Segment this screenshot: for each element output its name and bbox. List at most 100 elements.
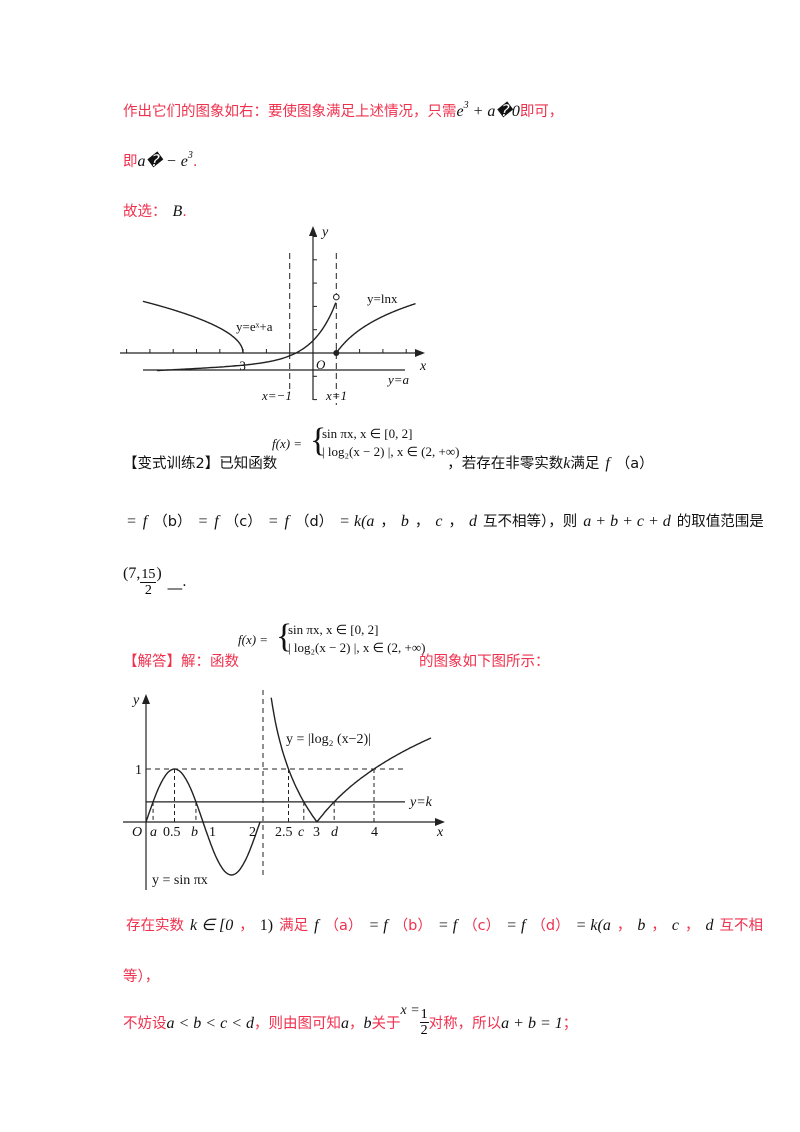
solution-heading-line: 【解答】解：函数 的图象如下图所示： xyxy=(123,650,550,671)
math: k xyxy=(563,455,571,472)
curve-log xyxy=(270,697,432,823)
point-d: d xyxy=(331,825,339,840)
solution-segment: = k(a xyxy=(575,917,611,934)
point-c: c xyxy=(298,825,305,840)
problem-segment: = xyxy=(267,513,279,530)
problem-segment: 的取值范围是 xyxy=(676,514,764,530)
tick-label-3: 3 xyxy=(313,825,320,840)
point-b: b xyxy=(191,825,198,840)
tick-label-y1: 1 xyxy=(135,763,142,778)
closed-point xyxy=(333,350,340,356)
solution-segment: ， xyxy=(651,918,666,934)
open-point xyxy=(333,293,340,301)
solution-segment: （d） xyxy=(531,918,570,934)
line-label-a: y=a xyxy=(386,372,410,387)
solution-segment: = f xyxy=(437,917,458,934)
problem-segment: f xyxy=(214,513,219,530)
origin-label: O xyxy=(316,357,326,372)
curve-label-log: y = |log₂ (x−2)| xyxy=(286,732,371,747)
y-axis-arrow xyxy=(142,694,150,704)
tick-label-0.5: 0.5 xyxy=(163,825,181,840)
solution-segment: = f xyxy=(506,917,526,934)
x-axis-label: x xyxy=(436,825,444,840)
origin-label: O xyxy=(132,825,142,840)
solution-segment: c xyxy=(671,917,679,934)
problem-segment: = k(a xyxy=(339,513,375,530)
solution-text-line-1: 作出它们的图象如右：要使图象满足上述情况，只需 e3 + a�0 即可， xyxy=(123,100,563,121)
solution-segment: f xyxy=(314,917,319,934)
y-axis-arrow xyxy=(309,226,317,236)
solution-segment: （c） xyxy=(463,918,501,934)
text: 故选： xyxy=(123,204,167,220)
y-axis-label: y xyxy=(131,693,140,708)
math: e3 + a�0 xyxy=(456,100,520,120)
solution-line-2: 等）， xyxy=(123,969,160,985)
problem-segment: a + b + c + d xyxy=(583,513,671,530)
solution-segment: d xyxy=(705,917,714,934)
text: （a） xyxy=(615,456,654,472)
answer-choice: B xyxy=(172,203,183,220)
tick-label-1: 1 xyxy=(209,825,216,840)
math: f xyxy=(605,455,610,472)
solution-heading: 【解答】解：函数 xyxy=(123,654,239,670)
curve-sin xyxy=(145,768,261,876)
problem-segment: （b） xyxy=(153,514,192,530)
graph-exp-ln: y x O −3 y=eˣ+a y=lnx y=a x=−1 x=1 xyxy=(120,225,427,405)
problem-segment: （c） xyxy=(224,514,262,530)
solution-segment: 存在实数 xyxy=(126,918,184,934)
line-label-k: y=k xyxy=(408,795,433,810)
x-axis-label: x xyxy=(419,359,427,374)
problem-segment: = xyxy=(126,513,137,530)
problem-segment: b xyxy=(400,513,409,530)
curve-ln xyxy=(335,302,416,354)
problem-heading: 【变式训练2】已知函数 xyxy=(123,456,278,472)
curve-left-branch xyxy=(142,300,244,354)
solution-segment: ， xyxy=(616,918,632,934)
text: ，若存在非零实数 xyxy=(447,456,564,472)
point-a: a xyxy=(150,825,157,840)
piecewise-function-solution: f(x) = { sin πx, x ∈ [0, 2] | log₂(x − 2… xyxy=(238,618,426,656)
text: . xyxy=(192,154,198,170)
text: . xyxy=(182,204,187,220)
curve-exp xyxy=(156,302,337,372)
problem-segment: 互不相等），则 xyxy=(483,514,578,530)
text: 的图象如下图所示： xyxy=(419,654,550,670)
math: a� − e3 xyxy=(137,150,193,170)
solution-segment: 满足 xyxy=(279,918,309,934)
problem-segment: d xyxy=(469,513,478,530)
y-axis-label: y xyxy=(320,225,329,240)
solution-segment: 1) xyxy=(259,917,274,934)
text: 作出它们的图象如右：要使图象满足上述情况，只需 xyxy=(123,104,457,120)
solution-segment: （b） xyxy=(393,918,432,934)
text: 即 xyxy=(123,154,138,170)
problem-segment: f xyxy=(142,513,148,530)
curve-label-ln: y=lnx xyxy=(367,291,398,306)
text: 满足 xyxy=(570,456,600,472)
problem-segment: ， xyxy=(448,514,464,530)
problem-segment: ， xyxy=(414,514,430,530)
solution-segment: ， xyxy=(684,918,700,934)
asymptote-label-left: x=−1 xyxy=(261,388,292,403)
answer-choice-line: 故选： B . xyxy=(123,200,187,221)
x-axis-arrow xyxy=(415,349,425,357)
problem-answer: (7, 15 2 ) __. xyxy=(123,565,187,598)
solution-segment: = f xyxy=(368,917,388,934)
problem-line-1: 【变式训练2】已知函数 ，若存在非零实数 k 满足 f （a） xyxy=(123,452,654,473)
piecewise-function-problem: f(x) = { sin πx, x ∈ [0, 2] | log₂(x − 2… xyxy=(272,422,460,460)
problem-segment: f xyxy=(284,513,289,530)
x-axis-arrow xyxy=(435,818,445,826)
tick-label-4: 4 xyxy=(371,825,378,840)
solution-segment: 互不相 xyxy=(719,918,763,934)
solution-segment: b xyxy=(637,917,646,934)
problem-segment: （d） xyxy=(294,514,334,530)
solution-text-line-2: 即 a� − e3 . xyxy=(123,150,197,171)
problem-line-2: = f （b） = f （c） = f （d） = k(a ， b ， c ， d 互不相等），则 a + b +… xyxy=(123,510,767,531)
solution-segment: k ∈ [0 xyxy=(190,917,234,934)
tick-label-minus3: −3 xyxy=(232,358,246,373)
answer-blank: __. xyxy=(167,574,187,590)
problem-segment: ， xyxy=(380,514,395,530)
problem-segment: = xyxy=(197,513,209,530)
solution-line-1: 存在实数 k ∈ [0 ， 1) 满足 f （a） = f （b） = f （c） = f （d） = k… xyxy=(123,914,766,935)
